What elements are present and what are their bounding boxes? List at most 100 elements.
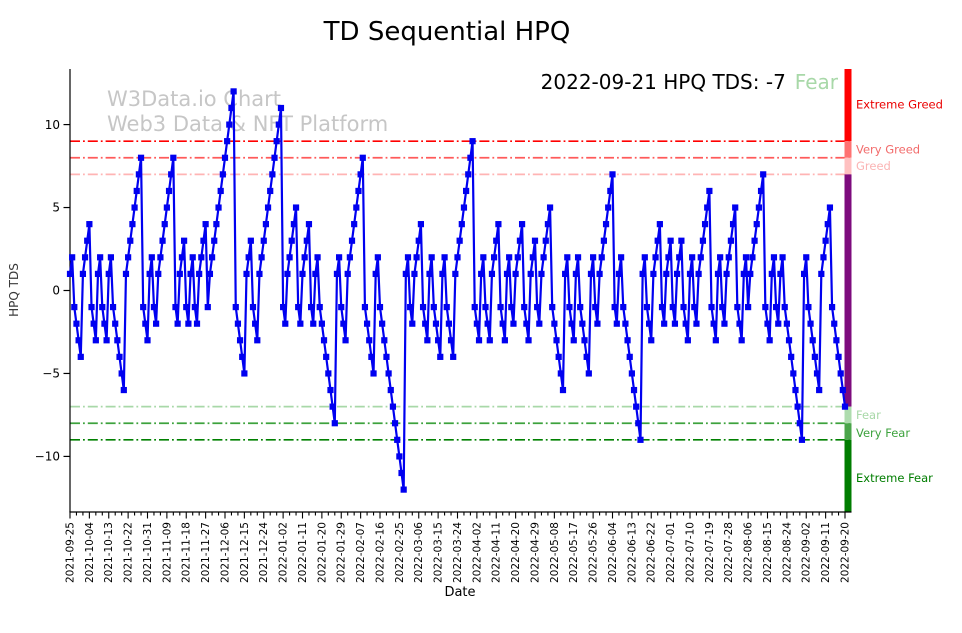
data-point xyxy=(454,254,461,261)
data-point xyxy=(305,221,313,228)
x-tick-label: 2022-07-01 xyxy=(665,522,677,583)
data-point xyxy=(753,221,760,228)
data-point xyxy=(488,270,496,278)
data-point xyxy=(170,154,177,161)
data-point xyxy=(542,237,549,244)
data-point xyxy=(368,353,375,360)
data-point xyxy=(116,353,123,360)
data-point xyxy=(114,337,121,344)
data-point xyxy=(252,320,259,327)
data-point xyxy=(684,337,691,344)
data-point xyxy=(92,337,99,344)
data-point xyxy=(419,303,427,311)
data-point xyxy=(303,237,310,244)
data-point xyxy=(549,303,556,311)
data-point xyxy=(585,370,592,377)
data-point xyxy=(236,337,244,344)
data-point xyxy=(155,270,162,278)
data-point xyxy=(740,270,747,278)
data-point xyxy=(351,221,358,228)
x-tick-label: 2021-12-06 xyxy=(219,522,231,583)
data-point xyxy=(460,204,468,211)
data-point xyxy=(415,237,422,244)
data-point xyxy=(153,320,160,327)
data-point xyxy=(551,320,558,327)
data-point xyxy=(725,254,732,261)
data-point xyxy=(678,237,685,244)
data-point xyxy=(381,337,388,344)
x-tick-label: 2021-12-15 xyxy=(239,522,251,583)
data-point xyxy=(411,270,418,278)
data-point xyxy=(245,254,252,261)
data-point xyxy=(701,221,709,228)
sentiment-gradient-bar xyxy=(844,69,852,512)
data-point xyxy=(241,370,248,377)
y-axis-label: HPQ TDS xyxy=(7,263,21,317)
data-point xyxy=(417,221,425,228)
data-point xyxy=(148,254,155,261)
data-point xyxy=(183,303,190,311)
data-point xyxy=(544,221,552,228)
data-point xyxy=(676,254,683,261)
data-point xyxy=(75,337,82,344)
data-point xyxy=(721,320,728,327)
data-point xyxy=(600,237,607,244)
data-point xyxy=(217,187,224,195)
data-point xyxy=(510,320,517,327)
x-tick-label: 2021-10-31 xyxy=(142,522,154,583)
data-point xyxy=(208,254,216,261)
x-tick-label: 2022-02-07 xyxy=(355,522,367,583)
data-point xyxy=(534,303,541,311)
data-point xyxy=(422,320,429,327)
data-point xyxy=(613,320,620,327)
axes-layer: −10 −5 0 5 10 2021-09-25 2021-10-04 2021-10-13 2… xyxy=(35,69,852,583)
data-point xyxy=(198,254,205,261)
y-tick-label: 0 xyxy=(52,284,60,298)
data-point xyxy=(396,453,403,460)
data-point xyxy=(400,486,407,493)
data-point xyxy=(574,254,582,261)
data-point xyxy=(630,386,638,394)
data-point xyxy=(338,303,345,311)
x-tick-label: 2022-07-19 xyxy=(704,522,716,583)
chart-title: TD Sequential HPQ xyxy=(323,17,571,47)
data-point xyxy=(318,320,325,327)
data-point xyxy=(620,303,627,311)
data-point xyxy=(361,303,369,311)
data-point xyxy=(127,237,134,244)
data-point xyxy=(826,204,834,211)
data-point xyxy=(344,270,351,278)
data-point xyxy=(682,320,689,327)
data-point xyxy=(609,171,616,178)
data-point xyxy=(299,270,306,278)
data-point xyxy=(159,237,166,244)
data-point xyxy=(280,303,287,311)
data-point xyxy=(157,254,164,261)
x-tick-label: 2022-06-04 xyxy=(607,522,619,583)
data-point xyxy=(811,353,818,360)
data-point xyxy=(639,270,646,278)
data-point xyxy=(833,337,840,344)
data-point xyxy=(475,337,483,344)
data-point xyxy=(745,303,752,311)
data-point xyxy=(598,254,605,261)
data-point xyxy=(133,187,140,195)
data-point xyxy=(94,270,102,278)
data-point xyxy=(555,353,562,360)
data-point xyxy=(822,237,829,244)
data-point xyxy=(247,237,254,244)
x-tick-label: 2022-01-02 xyxy=(278,522,290,583)
data-point xyxy=(512,270,519,278)
data-point xyxy=(101,320,108,327)
data-point xyxy=(312,270,319,278)
data-point xyxy=(301,254,308,261)
data-point xyxy=(729,221,737,228)
data-point xyxy=(71,303,78,311)
data-point xyxy=(656,221,663,228)
data-point xyxy=(734,303,741,311)
annotation-text: 2022-09-21 HPQ TDS: -7 xyxy=(541,70,786,94)
y-tick-label: −5 xyxy=(42,367,60,381)
data-point xyxy=(335,254,343,261)
y-tick-label: −10 xyxy=(35,450,60,464)
data-point xyxy=(292,204,300,211)
